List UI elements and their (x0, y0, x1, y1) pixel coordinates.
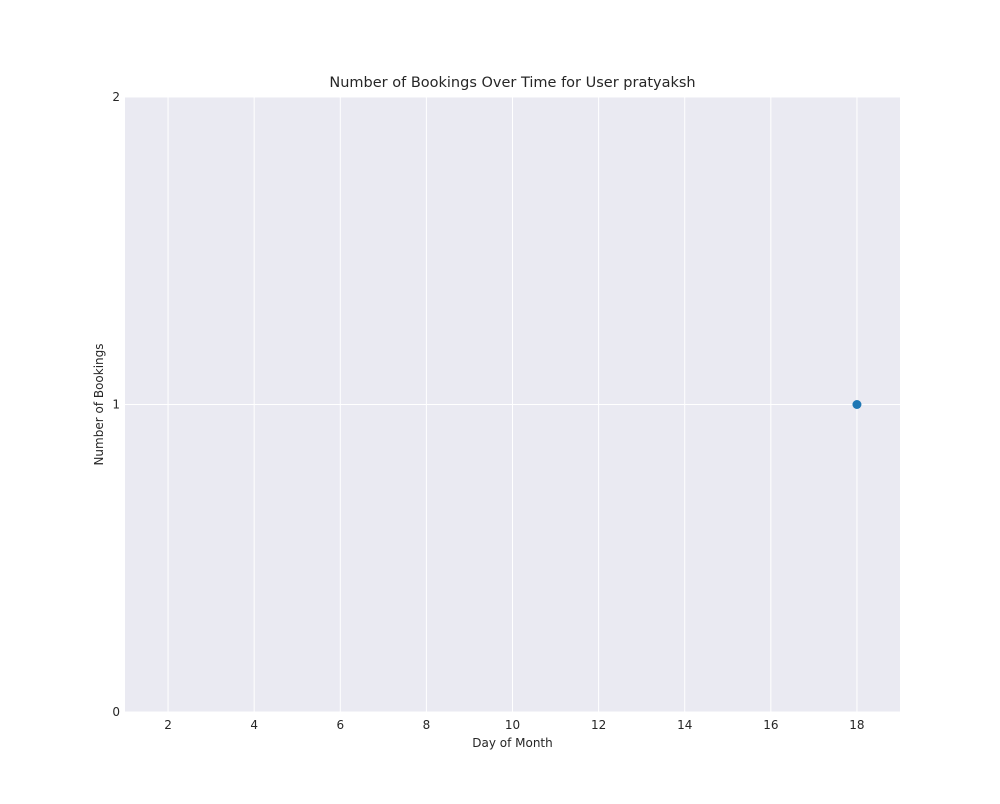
x-tick-label: 2 (164, 718, 172, 732)
x-tick-label: 16 (763, 718, 778, 732)
y-tick-labels: 0 1 2 (112, 90, 120, 719)
x-tick-label: 12 (591, 718, 606, 732)
x-tick-label: 10 (505, 718, 520, 732)
x-tick-labels: 2 4 6 8 10 12 14 16 18 (164, 718, 864, 732)
grid-lines (125, 96, 900, 713)
y-tick-label: 2 (112, 90, 120, 104)
y-axis-label: Number of Bookings (92, 343, 106, 465)
x-tick-label: 6 (336, 718, 344, 732)
x-tick-label: 4 (250, 718, 258, 732)
x-tick-label: 8 (423, 718, 431, 732)
x-axis-label: Day of Month (472, 736, 553, 750)
data-point (852, 400, 862, 409)
data-points (852, 400, 862, 409)
x-tick-label: 14 (677, 718, 692, 732)
y-tick-label: 0 (112, 705, 120, 719)
chart-title: Number of Bookings Over Time for User pr… (329, 75, 695, 91)
x-tick-label: 18 (849, 718, 864, 732)
y-tick-label: 1 (112, 398, 120, 412)
